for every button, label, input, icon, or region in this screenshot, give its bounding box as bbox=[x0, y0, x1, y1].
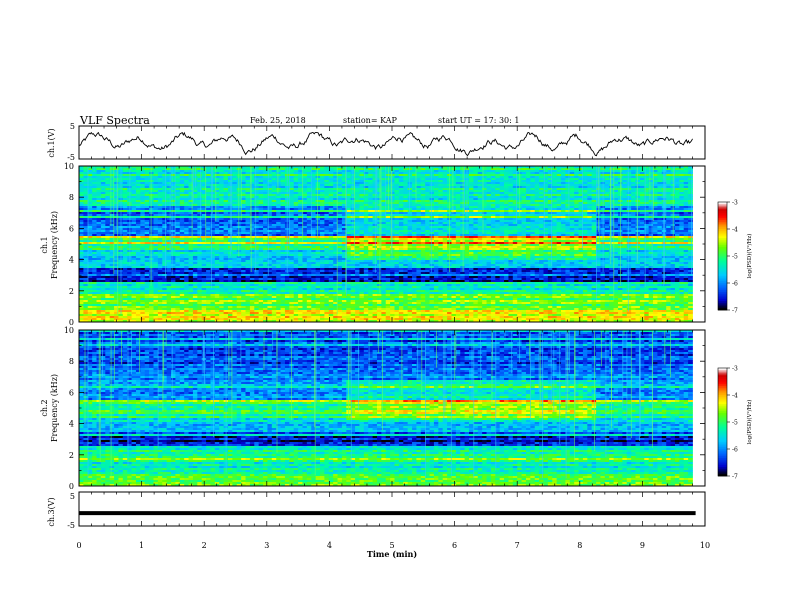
frequency-tick-label: 4 bbox=[69, 420, 74, 429]
frequency-tick-label: 6 bbox=[69, 224, 74, 233]
x-tick-label: 1 bbox=[139, 541, 144, 550]
x-tick-label: 4 bbox=[327, 541, 332, 550]
x-tick-label: 10 bbox=[700, 541, 710, 550]
ch1-waveform-panel: 5 -5 bbox=[67, 122, 705, 162]
frequency-tick-label: 2 bbox=[69, 287, 74, 296]
colorbar-tick-label: -3 bbox=[732, 200, 738, 207]
ch2-colorbar: -3 -4 -5 -6 -7 log(PSD)(V²/Hz) bbox=[718, 366, 753, 481]
frequency-tick-label: 4 bbox=[69, 256, 74, 265]
frequency-tick-label: 10 bbox=[64, 162, 74, 171]
ch2-spectrogram-panel: 10 8 6 4 2 0 bbox=[64, 326, 705, 491]
colorbar-tick-label: -4 bbox=[732, 227, 738, 234]
colorbar-label: log(PSD)(V²/Hz) bbox=[746, 400, 753, 445]
ch1-colorbar: -3 -4 -5 -6 -7 log(PSD)(V²/Hz) bbox=[718, 200, 753, 315]
ch1-ytick-label: -5 bbox=[67, 153, 75, 162]
x-tick-label: 0 bbox=[76, 541, 81, 550]
ch3-waveform-ylabel: ch.3(V) bbox=[47, 497, 56, 526]
colorbar-tick-label: -6 bbox=[732, 447, 738, 454]
ch3-ytick-label: -5 bbox=[67, 521, 75, 530]
frequency-tick-label: 2 bbox=[69, 451, 74, 460]
x-tick-label: 3 bbox=[264, 541, 269, 550]
colorbar-tick-label: -7 bbox=[732, 474, 738, 481]
frequency-tick-label: 10 bbox=[64, 326, 74, 335]
x-tick-label: 2 bbox=[202, 541, 207, 550]
spectrogram-cells bbox=[79, 330, 693, 486]
ch1-waveform-ylabel: ch.1(V) bbox=[47, 128, 56, 157]
ch3-waveform-panel: 5 -5 bbox=[67, 492, 705, 530]
colorbar-tick-label: -5 bbox=[732, 254, 738, 261]
frequency-tick-label: 8 bbox=[69, 193, 74, 202]
ch2-spectrogram-ylabel: ch.2Frequency (kHz) bbox=[40, 374, 59, 442]
colorbar-tick-label: -6 bbox=[732, 281, 738, 288]
figure-title: VLF Spectra bbox=[79, 114, 150, 127]
frequency-tick-label: 6 bbox=[69, 388, 74, 397]
colorbar-tick-label: -7 bbox=[732, 308, 738, 315]
start-time-label: start UT = 17: 30: 1 bbox=[438, 116, 519, 125]
ch3-ytick-label: 5 bbox=[70, 492, 75, 501]
colorbar-tick-label: -5 bbox=[732, 420, 738, 427]
colorbar-tick-label: -4 bbox=[732, 393, 738, 400]
colorbar-tick-label: -3 bbox=[732, 366, 738, 373]
frequency-tick-label: 8 bbox=[69, 357, 74, 366]
x-tick-label: 9 bbox=[640, 541, 645, 550]
frequency-tick-label: 0 bbox=[69, 482, 74, 491]
x-axis-label: Time (min) bbox=[367, 549, 417, 559]
x-tick-label: 8 bbox=[577, 541, 582, 550]
date-label: Feb. 25, 2018 bbox=[250, 116, 306, 125]
x-tick-label: 6 bbox=[452, 541, 457, 550]
ch1-spectrogram-ylabel: ch.1Frequency (kHz) bbox=[40, 211, 59, 279]
x-tick-label: 7 bbox=[515, 541, 520, 550]
colorbar-label: log(PSD)(V²/Hz) bbox=[746, 234, 753, 279]
station-label: station= KAP bbox=[343, 116, 398, 125]
ch1-ytick-label: 5 bbox=[70, 122, 75, 131]
